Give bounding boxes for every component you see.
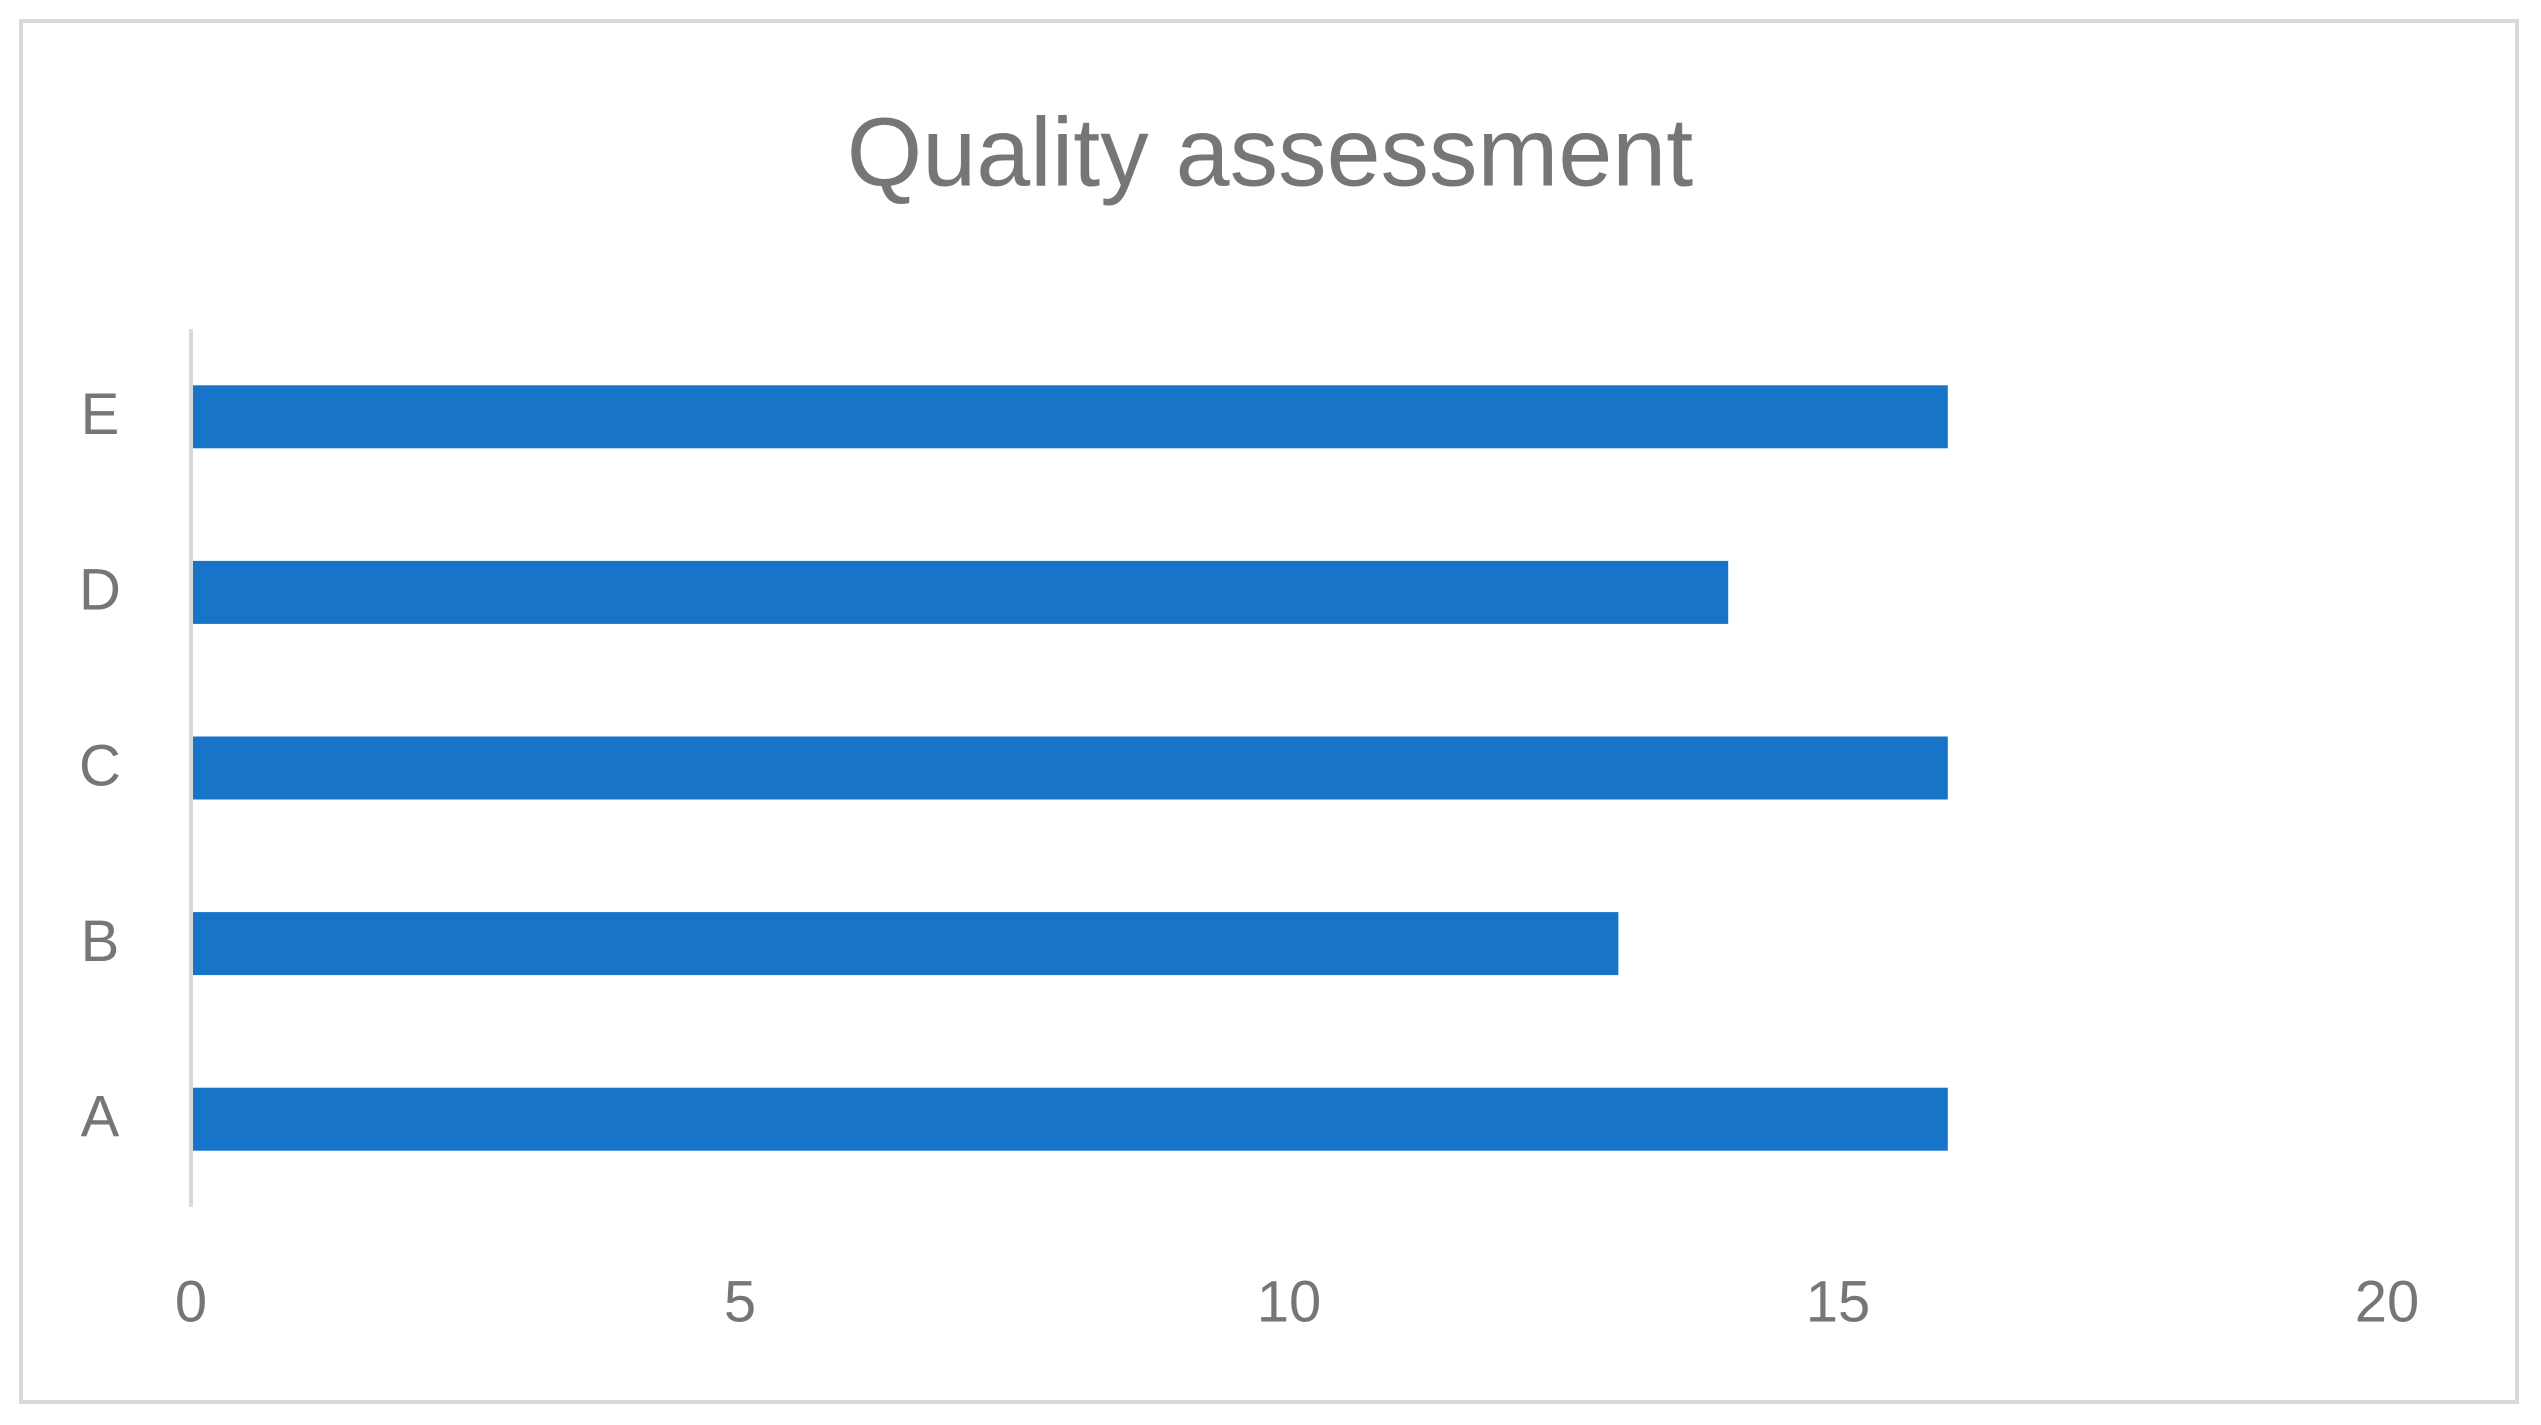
bar <box>191 912 1619 976</box>
bar <box>191 560 1729 624</box>
y-tick-label: C <box>79 733 121 798</box>
x-tick-label: 15 <box>1806 1269 1871 1334</box>
y-tick-label: D <box>79 558 121 623</box>
x-tick-label: 5 <box>724 1269 756 1334</box>
bar <box>191 1087 1948 1151</box>
y-tick-label: E <box>81 382 120 447</box>
y-tick-label: B <box>81 909 120 974</box>
chart-border <box>19 19 2519 1404</box>
y-tick-label: A <box>81 1085 120 1150</box>
x-tick-label: 20 <box>2355 1269 2420 1334</box>
x-tick-label: 10 <box>1257 1269 1322 1334</box>
bar <box>191 736 1948 800</box>
chart-title: Quality assessment <box>847 98 1693 207</box>
x-tick-label: 0 <box>175 1269 207 1334</box>
bar <box>191 385 1948 449</box>
